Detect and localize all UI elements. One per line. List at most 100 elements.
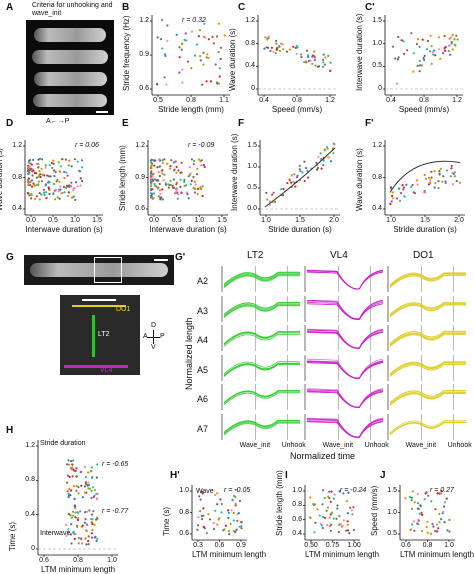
scatter-point xyxy=(39,175,42,179)
scatter-point xyxy=(435,530,438,533)
panel-F2-xtick: 1.5 xyxy=(420,217,430,224)
scatter-point xyxy=(154,159,157,162)
scatter-point xyxy=(410,32,413,35)
scatter-point xyxy=(75,475,78,478)
scatter-point xyxy=(58,197,61,200)
scatter-point xyxy=(446,529,449,532)
scatter-point xyxy=(188,166,191,169)
scatter-point xyxy=(30,163,34,166)
scatter-point xyxy=(452,183,455,186)
scatter-point xyxy=(70,460,73,463)
scatter-point xyxy=(430,62,433,65)
scatter-point xyxy=(172,178,176,181)
scatter-point xyxy=(228,533,231,536)
scatter-point xyxy=(157,158,160,162)
scatter-point xyxy=(80,166,83,169)
scatter-point xyxy=(67,184,70,187)
scatter-point xyxy=(54,171,57,174)
scatter-point xyxy=(423,498,426,501)
trace-line xyxy=(223,390,300,404)
scatter-point xyxy=(303,160,306,163)
panel-E-ylabel: Stride length (mm) xyxy=(118,145,127,211)
trace-line xyxy=(306,391,384,408)
scatter-point xyxy=(396,58,399,61)
scatter-point xyxy=(305,166,308,170)
scatter-point xyxy=(189,172,192,175)
scatter-point xyxy=(443,521,446,524)
scatter-point xyxy=(314,521,317,524)
scatter-point xyxy=(217,50,220,54)
scatter-point xyxy=(72,189,75,192)
panel-G-letter: G xyxy=(6,252,14,263)
scatter-point xyxy=(46,174,49,177)
scatter-point xyxy=(410,499,413,502)
scatter-point xyxy=(181,68,184,71)
panel-B-xtick: 0.8 xyxy=(186,97,196,104)
scatter-point xyxy=(153,164,156,167)
scatter-point xyxy=(77,511,80,514)
panel-I-xtick: 0.75 xyxy=(325,542,340,549)
trace-event-label: Wave_init xyxy=(405,442,437,449)
scatter-point xyxy=(320,524,324,527)
scatter-point xyxy=(300,53,303,56)
trace-cell xyxy=(387,354,466,381)
scatter-point xyxy=(294,46,297,49)
scatter-point xyxy=(412,70,415,73)
panel-H2-xtick: 0.9 xyxy=(236,542,246,549)
scatter-point xyxy=(411,490,414,493)
panel-H-ylabel: Time (s) xyxy=(8,521,17,551)
panel-F2-xtick: 2.0 xyxy=(454,217,464,224)
scatter-point xyxy=(441,52,444,55)
scatter-point xyxy=(272,191,275,194)
scatter-point xyxy=(288,48,292,51)
scatter-point xyxy=(212,42,215,45)
scatter-point xyxy=(180,48,183,51)
scatter-point xyxy=(90,513,94,516)
scatter-point xyxy=(347,491,350,494)
trace-line xyxy=(223,273,300,287)
scatter-point xyxy=(325,523,329,526)
scatter-point xyxy=(69,494,72,497)
scatter-point xyxy=(271,193,274,196)
scatter-point xyxy=(79,177,82,180)
panel-E-xtick: 1.0 xyxy=(194,217,205,224)
scatter-point xyxy=(338,514,341,518)
panel-B-ytick: 0.9 xyxy=(139,51,149,58)
scatter-point xyxy=(164,182,167,185)
trace-line xyxy=(389,362,466,376)
panel-E-xtick: 0.0 xyxy=(149,217,159,224)
trace-line xyxy=(389,361,466,375)
scatter-point xyxy=(33,197,37,200)
scatter-point xyxy=(337,531,340,534)
scatter-point xyxy=(180,171,183,174)
scatter-point xyxy=(350,509,353,512)
panel-C2-xlabel: Speed (mm/s) xyxy=(398,105,450,114)
scatter-point xyxy=(399,199,402,202)
scatter-point xyxy=(163,173,166,176)
compass-p: P xyxy=(160,333,165,340)
scatter-point xyxy=(307,176,310,179)
scatter-point xyxy=(391,191,394,194)
scatter-point xyxy=(267,46,270,49)
trace-line xyxy=(389,274,466,287)
scatter-point xyxy=(196,524,200,527)
scatter-point xyxy=(158,189,162,192)
scatter-point xyxy=(218,75,221,78)
scatter-point xyxy=(91,528,94,532)
scatter-point xyxy=(195,173,199,176)
scatter-point xyxy=(158,174,161,178)
scatter-point xyxy=(216,82,219,85)
trace-row-label: A6 xyxy=(197,394,209,404)
panel-D-ytick: 0.4 xyxy=(12,205,22,212)
scatter-point xyxy=(396,82,399,85)
scatter-point xyxy=(59,185,62,188)
scatter-point xyxy=(332,517,335,520)
scatter-point xyxy=(220,502,223,506)
scatter-point xyxy=(85,483,88,486)
scatter-point xyxy=(278,45,281,48)
scatter-point xyxy=(274,52,277,55)
panel-H2-ytick: 0.8 xyxy=(179,508,189,516)
scatter-point xyxy=(153,183,156,186)
scatter-point xyxy=(38,198,41,201)
scatter-point xyxy=(303,60,306,64)
